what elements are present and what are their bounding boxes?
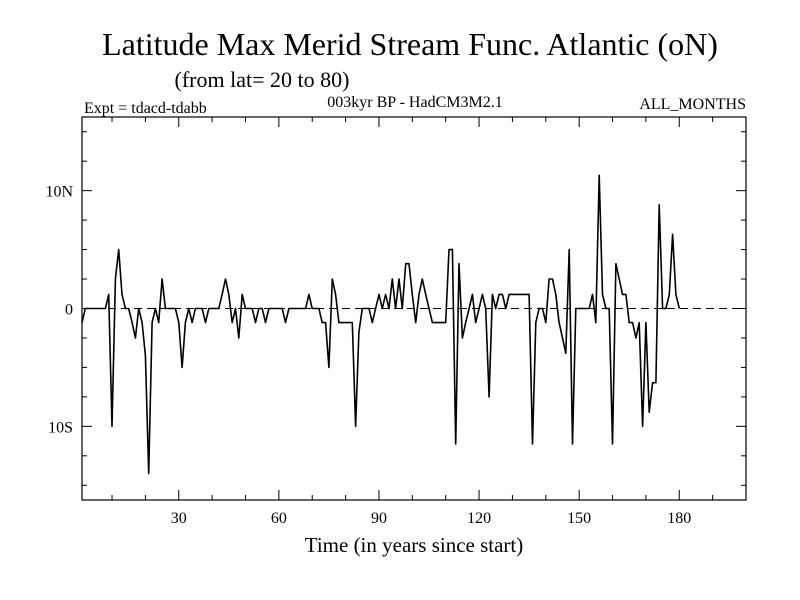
months-label: ALL_MONTHS (639, 96, 746, 113)
plot-frame (81, 116, 747, 501)
y-tick-label: 0 (65, 302, 73, 319)
axes: 30 60 90 120 150 180 10N 0 10S (45, 117, 747, 527)
x-tick-label: 120 (467, 510, 491, 527)
series-line (81, 174, 681, 475)
experiment-label: Expt = tdacd-tdabb (84, 100, 207, 117)
x-axis-label: Time (in years since start) (305, 533, 524, 557)
x-tick-label: 150 (567, 510, 591, 527)
y-tick-label: 10S (48, 419, 73, 436)
x-tick-label: 180 (667, 510, 691, 527)
y-tick-label: 10N (45, 184, 73, 201)
chart-subtitle: (from lat= 20 to 80) (175, 67, 350, 92)
x-tick-label: 90 (371, 510, 387, 527)
model-label: 003kyr BP - HadCM3M2.1 (327, 94, 502, 111)
x-tick-label: 60 (271, 510, 287, 527)
series-layer (81, 174, 681, 475)
x-tick-label: 30 (171, 510, 187, 527)
chart-title: Latitude Max Merid Stream Func. Atlantic… (102, 26, 718, 62)
